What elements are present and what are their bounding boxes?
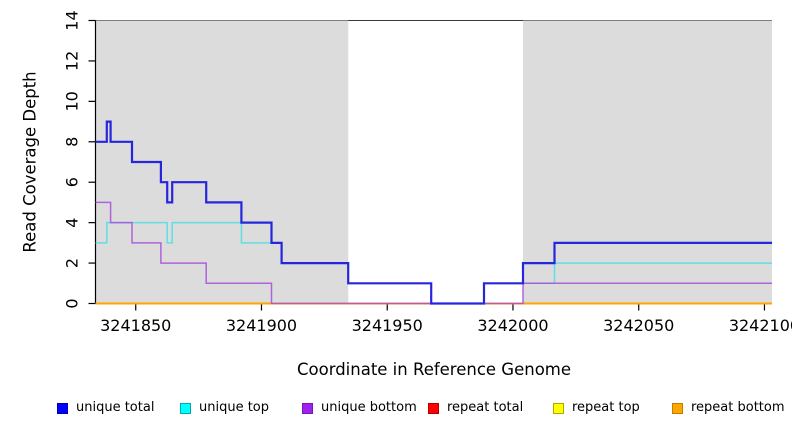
x-tick-label: 3242000 xyxy=(477,316,548,335)
x-tick-label: 3241900 xyxy=(226,316,297,335)
legend-label: repeat top xyxy=(572,400,640,415)
x-tick-label: 3242100 xyxy=(729,316,792,335)
y-tick-label: 10 xyxy=(63,91,82,111)
unique-total-swatch-icon xyxy=(57,402,68,414)
x-axis-title: Coordinate in Reference Genome xyxy=(296,360,572,379)
legend-item-repeat-bottom: repeat bottom xyxy=(672,400,785,416)
unique-top-swatch-icon xyxy=(180,402,191,414)
y-tick-label: 2 xyxy=(63,258,82,268)
masked-region-right xyxy=(523,20,772,304)
legend-label: repeat bottom xyxy=(691,400,785,415)
x-tick-label: 3241950 xyxy=(352,316,423,335)
legend-item-unique-top: unique top xyxy=(180,400,269,416)
repeat-bottom-swatch-icon xyxy=(672,402,683,414)
legend-label: unique bottom xyxy=(321,400,417,415)
y-tick-label: 0 xyxy=(63,298,82,308)
series-line-unique-total xyxy=(95,120,772,305)
y-tick-label: 12 xyxy=(63,51,82,71)
x-tick-label: 3241850 xyxy=(100,316,171,335)
repeat-total-swatch-icon xyxy=(428,402,439,414)
repeat-top-swatch-icon xyxy=(553,402,564,414)
legend-label: unique top xyxy=(199,400,270,415)
y-axis-title: Read Coverage Depth xyxy=(20,71,40,253)
legend-label: repeat total xyxy=(447,400,524,415)
legend-item-unique-bottom: unique bottom xyxy=(302,400,417,416)
y-tick-label: 14 xyxy=(63,10,82,30)
y-tick-label: 4 xyxy=(63,218,82,228)
y-tick-label: 8 xyxy=(63,137,82,147)
unique-bottom-swatch-icon xyxy=(302,402,313,414)
legend-item-repeat-top: repeat top xyxy=(553,400,640,416)
x-tick-label: 3242050 xyxy=(603,316,674,335)
legend-item-unique-total: unique total xyxy=(57,400,154,416)
legend-label: unique total xyxy=(76,400,155,415)
y-tick-label: 6 xyxy=(63,177,82,187)
legend-item-repeat-total: repeat total xyxy=(428,400,523,416)
